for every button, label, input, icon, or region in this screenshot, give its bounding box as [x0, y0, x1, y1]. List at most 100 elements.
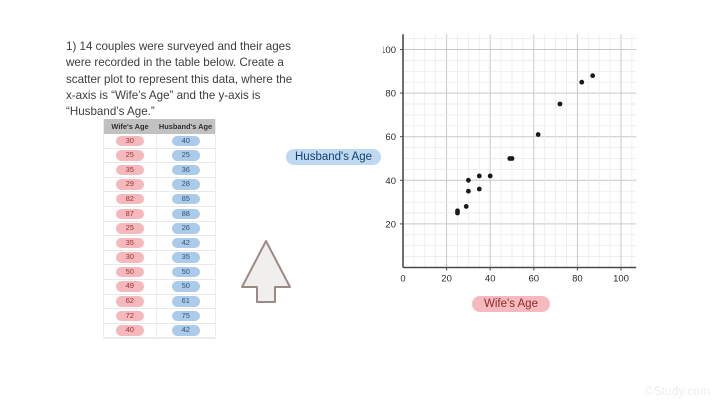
table-row: 35 42: [104, 236, 215, 251]
wife-age-cell: 25: [104, 148, 157, 163]
up-arrow-icon: [237, 238, 297, 311]
husband-age-value: 26: [171, 223, 200, 234]
ages-table-header: Wife's Age Husband's Age: [104, 119, 215, 134]
husband-age-value: 25: [171, 150, 200, 161]
watermark: ©Study.com: [645, 386, 710, 398]
ages-table-body: 30 40 25 25 35 36 29 28 82 85 87 88 25 26 35 42 30 35 50 50…: [104, 134, 215, 339]
wife-age-cell: 30: [104, 134, 157, 148]
husband-age-cell: 36: [157, 163, 215, 177]
y-tick-label: 60: [385, 132, 396, 143]
data-point: [466, 188, 471, 194]
husband-age-value: 61: [171, 296, 200, 307]
table-row: 25 26: [104, 221, 215, 237]
husband-age-value: 42: [171, 325, 200, 336]
data-point: [476, 186, 482, 192]
data-point: [455, 208, 460, 214]
husband-age-cell: 88: [157, 207, 215, 221]
table-row: 35 36: [104, 163, 215, 178]
data-point: [557, 101, 563, 107]
husband-age-cell: 61: [157, 295, 215, 309]
husband-age-value: 88: [171, 208, 200, 220]
wife-age-cell: 62: [104, 294, 157, 309]
husband-age-cell: 50: [157, 280, 215, 294]
husband-age-value: 75: [171, 310, 200, 322]
x-tick-label: 100: [613, 274, 629, 285]
problem-line: scatter plot to represent this data, whe…: [66, 72, 293, 86]
wife-age-cell: 30: [104, 250, 157, 265]
husband-age-cell: 35: [157, 251, 215, 265]
husband-age-cell: 28: [157, 178, 215, 192]
scatter-plot-container: 0 20 40 60 80 100 20 40 60 80 100: [380, 20, 673, 300]
problem-line: were recorded in the table below. Create…: [66, 56, 284, 70]
table-row: 50 50: [104, 265, 215, 280]
scatter-plot: 0 20 40 60 80 100 20 40 60 80 100: [380, 34, 637, 285]
husband-age-value: 50: [171, 281, 200, 292]
husband-age-value: 36: [171, 164, 200, 176]
husband-age-cell: 42: [157, 236, 215, 250]
husband-age-value: 42: [171, 237, 200, 249]
table-row: 30 35: [104, 250, 215, 266]
husband-age-value: 28: [171, 179, 200, 190]
wife-age-value: 87: [115, 208, 144, 220]
ages-table: Wife's Age Husband's Age 30 40 25 25 35 36 29 2…: [103, 119, 216, 340]
husband-age-cell: 25: [157, 149, 215, 163]
data-point: [590, 73, 596, 79]
data-point: [579, 79, 585, 85]
problem-line: 1) 14 couples were surveyed and their ag…: [66, 40, 291, 53]
wife-age-value: 50: [115, 266, 144, 278]
table-row: 25 25: [104, 148, 215, 164]
data-point: [463, 204, 469, 209]
table-row: 30 40: [104, 134, 215, 149]
wife-age-label: Wife's Age: [472, 296, 550, 312]
husband-age-column-header: Husband's Age: [158, 122, 213, 131]
wife-age-value: 40: [115, 325, 144, 336]
table-row: 49 50: [104, 279, 215, 295]
wife-age-value: 29: [115, 179, 144, 190]
wife-age-value: 72: [115, 310, 144, 322]
table-row: 87 88: [104, 206, 215, 222]
x-tick-label: 20: [441, 274, 452, 285]
wife-age-cell: 40: [104, 323, 157, 338]
table-row: 29 28: [104, 177, 215, 193]
problem-line: x-axis is “Wife’s Age” and the y-axis is: [66, 88, 261, 102]
data-point: [535, 132, 541, 137]
wife-age-cell: 35: [104, 236, 157, 250]
data-point: [466, 177, 471, 183]
husband-age-value: 40: [171, 135, 200, 147]
husband-age-cell: 75: [157, 309, 215, 323]
wife-age-value: 82: [115, 193, 144, 205]
y-tick-label: 100: [383, 45, 396, 56]
x-tick-label: 0: [400, 274, 405, 285]
data-point: [487, 173, 493, 179]
wife-age-cell: 35: [104, 163, 157, 177]
wife-age-value: 35: [115, 237, 144, 249]
husband-age-cell: 26: [157, 222, 215, 236]
problem-line: “Husband’s Age.”: [66, 105, 155, 119]
wife-age-value: 49: [115, 281, 144, 292]
wife-age-cell: 29: [104, 177, 157, 192]
wife-age-value: 30: [115, 135, 144, 147]
husband-age-cell: 85: [157, 192, 215, 206]
wife-age-cell: 82: [104, 192, 157, 206]
table-row: 40 42: [104, 323, 215, 339]
wife-age-cell: 87: [104, 206, 157, 221]
y-tick-label: 40: [385, 176, 396, 187]
y-tick-label: 20: [385, 219, 396, 230]
husband-age-cell: 40: [157, 134, 215, 148]
husband-age-value: 35: [171, 252, 200, 263]
table-row: 82 85: [104, 192, 215, 207]
wife-age-value: 35: [115, 164, 144, 176]
husband-age-value: 85: [171, 193, 200, 205]
husband-age-cell: 50: [157, 265, 215, 279]
wife-age-cell: 72: [104, 309, 157, 323]
data-point: [507, 156, 513, 161]
wife-age-cell: 49: [104, 279, 157, 294]
wife-age-value: 30: [115, 252, 144, 263]
wife-age-value: 25: [115, 223, 144, 234]
data-point: [476, 173, 482, 179]
wife-age-value: 62: [115, 296, 144, 307]
wife-age-cell: 25: [104, 221, 157, 236]
husband-age-label: Husband's Age: [286, 149, 382, 165]
x-tick-label: 60: [529, 274, 540, 285]
